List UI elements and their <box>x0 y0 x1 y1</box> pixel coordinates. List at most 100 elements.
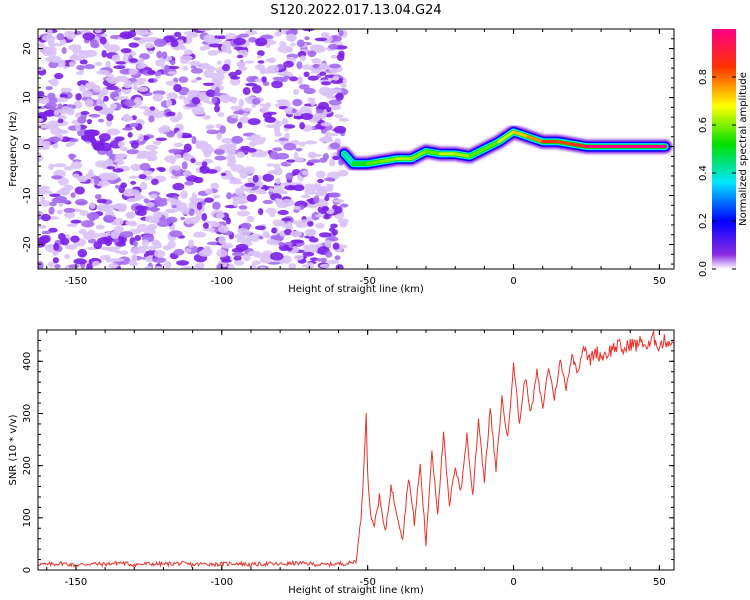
x-tick-label: 0 <box>510 276 516 287</box>
heatmap-noise-cell <box>190 67 204 74</box>
heatmap-noise-cell <box>212 201 221 210</box>
heatmap-noise-cell <box>88 113 101 118</box>
signal-track-segment <box>482 140 501 151</box>
heatmap-noise-cell <box>49 193 61 197</box>
heatmap-noise-cell <box>257 50 265 57</box>
heatmap-noise-cell <box>333 125 347 134</box>
heatmap-noise-cell <box>207 50 219 56</box>
heatmap-noise-cell <box>328 88 343 94</box>
heatmap-noise-cell <box>95 224 105 230</box>
heatmap-noise-cell <box>184 181 194 186</box>
signal-track-segment <box>342 152 355 166</box>
heatmap-noise-cell <box>320 81 332 86</box>
heatmap-noise-cell <box>211 72 225 82</box>
y-tick-label: 400 <box>22 352 33 371</box>
heatmap-noise-cell <box>111 54 121 62</box>
heatmap-noise-cell <box>126 197 138 203</box>
signal-track-segment <box>570 142 588 149</box>
heatmap-noise-cell <box>237 200 245 205</box>
heatmap-noise-cell <box>308 153 322 158</box>
heatmap-noise-cell <box>290 42 296 47</box>
heatmap-noise-cell <box>154 71 162 77</box>
heatmap-noise-cell <box>152 257 167 263</box>
heatmap-noise-cell <box>122 115 134 122</box>
heatmap-noise-cell <box>138 105 149 110</box>
heatmap-noise-cell <box>327 185 334 192</box>
heatmap-noise-cell <box>61 47 67 54</box>
heatmap-noise-cell <box>137 86 149 92</box>
heatmap-noise-cell <box>110 103 117 110</box>
heatmap-signal-track <box>337 124 673 171</box>
heatmap-noise-cell <box>202 115 211 120</box>
heatmap-noise-cell <box>38 117 44 123</box>
heatmap-noise-cell <box>205 89 217 98</box>
signal-track-segment <box>409 149 428 161</box>
heatmap-noise-cell <box>119 231 134 238</box>
heatmap-noise-cell <box>130 180 137 185</box>
heatmap-noise-cell <box>125 211 136 219</box>
heatmap-noise-cell <box>94 193 102 200</box>
heatmap-noise-cell <box>167 71 178 75</box>
heatmap-noise-cell <box>82 32 96 41</box>
heatmap-noise-cell <box>119 250 129 256</box>
y-tick-label: 100 <box>22 508 33 527</box>
colorbar-tick-label: 0.4 <box>698 165 709 181</box>
heatmap-noise-cell <box>136 223 148 233</box>
heatmap-noise-cell <box>144 265 153 269</box>
signal-track-segment <box>526 135 545 144</box>
heatmap-noise-cell <box>174 153 182 159</box>
heatmap-noise-cell <box>38 152 43 162</box>
heatmap-noise-cell <box>215 212 225 219</box>
heatmap-noise-cell <box>252 174 259 183</box>
heatmap-noise-cell <box>150 178 159 186</box>
heatmap-noise-cell <box>188 60 201 66</box>
heatmap-noise-cell <box>329 104 342 111</box>
x-tick-label: -150 <box>65 577 88 588</box>
heatmap-noise-cell <box>70 138 79 143</box>
heatmap-noise-cell <box>204 197 215 203</box>
heatmap-noise-cell <box>230 105 243 111</box>
y-tick-label: 300 <box>22 404 33 423</box>
heatmap-noise-cell <box>93 105 103 112</box>
heatmap-noise-cell <box>38 224 47 229</box>
heatmap-noise-cell <box>262 173 274 182</box>
heatmap-noise-cell <box>70 161 83 170</box>
heatmap-noise-cell <box>105 172 119 181</box>
heatmap-noise-cell <box>141 239 150 247</box>
heatmap-noise-cell <box>325 95 336 100</box>
heatmap-noise-cell <box>290 239 304 244</box>
colorbar-tick-label: 0.8 <box>698 69 709 85</box>
heatmap-noise-cell <box>176 111 183 121</box>
heatmap-noise-cell <box>243 253 251 262</box>
heatmap-noise-cell <box>114 249 121 254</box>
heatmap-noise-cell <box>315 109 324 114</box>
heatmap-noise-cell <box>158 110 165 114</box>
heatmap-noise-cell <box>206 124 215 129</box>
heatmap-noise-cell <box>277 210 289 216</box>
heatmap-noise-cell <box>284 132 291 140</box>
heatmap-noise-cell <box>240 230 252 236</box>
heatmap-noise-cell <box>147 245 157 251</box>
heatmap-noise-cell <box>238 65 248 72</box>
heatmap-noise-cell <box>105 74 115 78</box>
heatmap-noise-cell <box>251 84 262 94</box>
heatmap-noise-cell <box>154 266 164 269</box>
heatmap-noise-cell <box>255 37 268 47</box>
heatmap-noise-cell <box>145 201 155 208</box>
heatmap-noise-cell <box>284 228 292 236</box>
chart-title: S120.2022.017.13.04.G24 <box>270 3 441 18</box>
heatmap-noise-cell <box>165 99 173 108</box>
heatmap-noise-cell <box>291 248 300 253</box>
y-tick-label: 0 <box>22 143 33 149</box>
colorbar-tick-label: 0.2 <box>698 213 709 229</box>
heatmap-noise-cell <box>130 247 144 254</box>
heatmap-noise-cell <box>54 72 64 80</box>
heatmap-noise-cell <box>56 32 65 41</box>
heatmap-noise-cell <box>105 247 113 252</box>
heatmap-noise-cell <box>47 136 61 143</box>
heatmap-noise-cell <box>190 65 197 69</box>
x-tick-label: 50 <box>653 577 666 588</box>
x-tick-label: 0 <box>510 577 516 588</box>
heatmap-noise-cell <box>189 90 201 95</box>
heatmap-noise-cell <box>92 260 101 266</box>
